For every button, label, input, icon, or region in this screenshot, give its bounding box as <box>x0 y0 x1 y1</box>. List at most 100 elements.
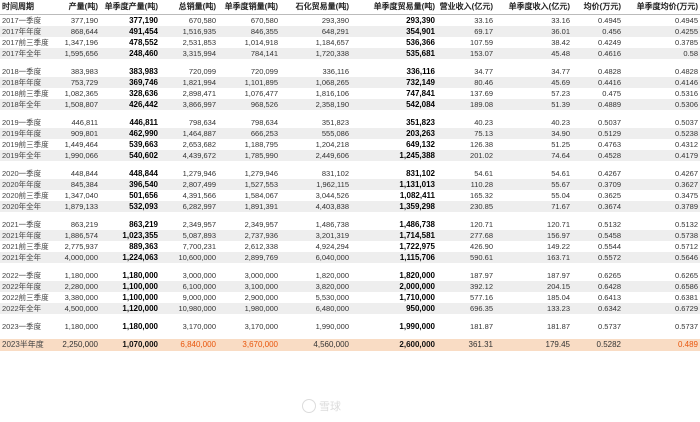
period-cell: 2018一季度 <box>2 67 42 76</box>
value-cell: 2,349,957 <box>182 220 216 229</box>
period-cell: 2021年全年 <box>0 252 56 263</box>
table-row: 2022年年度 2,280,000 1,100,000 6,100,000 3,100,… <box>0 281 700 292</box>
value-cell: 1,347,196 <box>64 38 98 47</box>
value-cell: 1,347,040 <box>64 191 98 200</box>
value-cell: 1,990,000 <box>399 322 435 331</box>
value-cell: 1,359,298 <box>351 201 437 212</box>
value-cell: 75.13 <box>437 128 495 139</box>
value-cell: 3,000,000 <box>244 271 278 280</box>
value-cell: 55.04 <box>551 191 570 200</box>
watermark: 雪球 <box>302 398 341 414</box>
value-cell: 747,841 <box>406 89 435 98</box>
value-cell: 577.16 <box>470 293 493 302</box>
value-cell: 3,100,000 <box>218 281 280 292</box>
value-cell: 179.45 <box>495 339 572 351</box>
column-header: 单季度产量(吨) <box>100 0 160 15</box>
value-cell: 889,363 <box>129 242 158 251</box>
value-cell: 0.4889 <box>572 99 623 110</box>
value-cell: 293,390 <box>406 16 435 25</box>
value-cell: 107.59 <box>470 38 493 47</box>
value-cell: 3,000,000 <box>182 271 216 280</box>
value-cell: 0.4249 <box>598 38 621 47</box>
value-cell: 1,722,975 <box>399 242 435 251</box>
value-cell: 1,014,918 <box>244 38 278 47</box>
value-cell: 462,990 <box>100 128 160 139</box>
value-cell: 34.77 <box>474 67 493 76</box>
value-cell: 189.08 <box>437 99 495 110</box>
value-cell: 1,204,218 <box>315 140 349 149</box>
value-cell: 4,000,000 <box>56 252 100 263</box>
value-cell: 0.5738 <box>623 230 700 241</box>
value-cell: 446,811 <box>129 118 158 127</box>
value-cell: 1,100,000 <box>100 281 160 292</box>
value-cell: 0.6381 <box>675 293 698 302</box>
value-cell: 670,580 <box>188 16 216 25</box>
value-cell: 1,279,946 <box>244 169 278 178</box>
value-cell: 1,990,000 <box>315 322 349 331</box>
spacer-cell <box>0 161 700 168</box>
value-cell: 0.4179 <box>623 150 700 161</box>
header-row: 时间周期 产量(吨) 单季度产量(吨) 总销量(吨) 单季度销量(吨) 石化贸易量(吨) 单… <box>0 0 700 15</box>
watermark-text: 雪球 <box>319 400 341 413</box>
value-cell: 181.87 <box>547 322 570 331</box>
table-row: 2021前三季度 2,775,937 889,363 7,700,231 2,612,3… <box>0 241 700 252</box>
spacer-cell <box>0 59 700 66</box>
value-cell: 6,840,000 <box>160 339 218 351</box>
value-cell: 3,380,000 <box>64 293 98 302</box>
value-cell: 1,820,000 <box>399 271 435 280</box>
value-cell: 0.4528 <box>572 150 623 161</box>
value-cell: 1,527,553 <box>218 179 280 190</box>
value-cell: 230.85 <box>437 201 495 212</box>
value-cell: 0.4267 <box>675 169 698 178</box>
value-cell: 1,180,000 <box>122 322 158 331</box>
xueqiu-logo-icon <box>302 399 316 413</box>
column-header: 均价(万元) <box>572 0 623 15</box>
value-cell: 1,980,000 <box>218 303 280 314</box>
spacer-cell <box>0 263 700 270</box>
value-cell: 501,656 <box>129 191 158 200</box>
value-cell: 1,821,994 <box>160 77 218 88</box>
period-cell: 2022一季度 <box>2 271 42 280</box>
value-cell: 0.5306 <box>623 99 700 110</box>
value-cell: 536,366 <box>406 38 435 47</box>
period-cell: 2019前三季度 <box>2 140 49 149</box>
value-cell: 1,184,657 <box>315 38 349 47</box>
value-cell: 0.5132 <box>675 220 698 229</box>
value-cell: 248,460 <box>100 48 160 59</box>
value-cell: 185.04 <box>547 293 570 302</box>
column-header: 石化贸易量(吨) <box>280 0 351 15</box>
value-cell: 45.69 <box>495 77 572 88</box>
value-cell: 590.61 <box>437 252 495 263</box>
value-cell: 4,924,294 <box>315 242 349 251</box>
spacer-row <box>0 314 700 321</box>
value-cell: 2,807,499 <box>160 179 218 190</box>
spacer-row <box>0 110 700 117</box>
column-header: 总销量(吨) <box>160 0 218 15</box>
spacer-row <box>0 263 700 270</box>
value-cell: 0.3627 <box>623 179 700 190</box>
spacer-row <box>0 212 700 219</box>
value-cell: 0.58 <box>623 48 700 59</box>
value-cell: 1,279,946 <box>182 169 216 178</box>
value-cell: 6,040,000 <box>280 252 351 263</box>
value-cell: 2,000,000 <box>351 281 437 292</box>
value-cell: 720,099 <box>250 67 278 76</box>
value-cell: 6,282,997 <box>160 201 218 212</box>
value-cell: 165.32 <box>470 191 493 200</box>
value-cell: 540,602 <box>100 150 160 161</box>
value-cell: 666,253 <box>218 128 280 139</box>
value-cell: 57.23 <box>551 89 570 98</box>
value-cell: 40.23 <box>551 118 570 127</box>
value-cell: 0.6729 <box>623 303 700 314</box>
value-cell: 720,099 <box>188 67 216 76</box>
value-cell: 0.6428 <box>572 281 623 292</box>
value-cell: 1,720,338 <box>280 48 351 59</box>
value-cell: 1,076,477 <box>244 89 278 98</box>
value-cell: 40.23 <box>474 118 493 127</box>
value-cell: 0.5129 <box>572 128 623 139</box>
value-cell: 1,100,000 <box>122 293 158 302</box>
table-row: 2018年全年 1,508,807 426,442 3,866,997 968,526 2… <box>0 99 700 110</box>
value-cell: 33.16 <box>551 16 570 25</box>
value-cell: 3,315,994 <box>160 48 218 59</box>
data-table: 时间周期 产量(吨) 单季度产量(吨) 总销量(吨) 单季度销量(吨) 石化贸易量(吨) 单… <box>0 0 700 351</box>
